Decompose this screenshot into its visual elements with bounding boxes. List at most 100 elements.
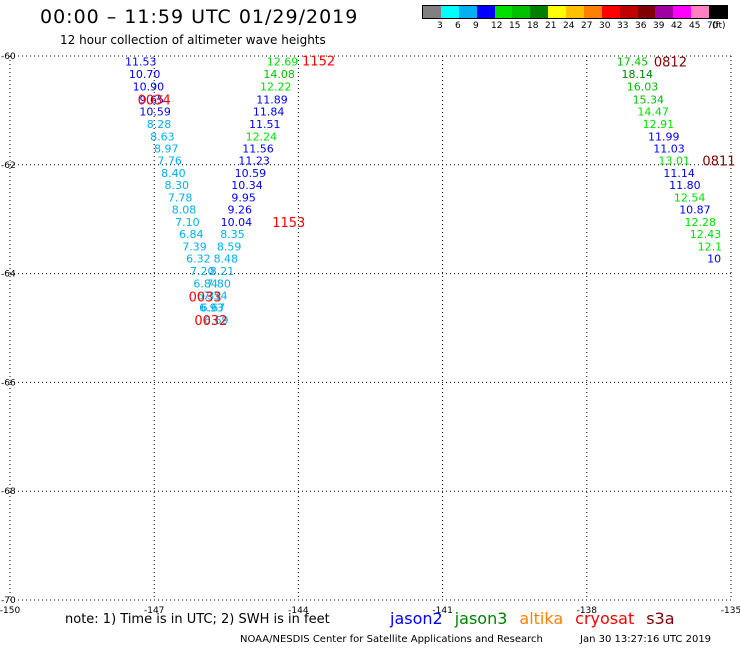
x-tick-label: -147 <box>144 606 164 616</box>
swh-data-label: 8.40 <box>161 167 186 180</box>
swh-data-label: 11.14 <box>663 167 695 180</box>
colorbar-tick-label: 18 <box>527 21 539 31</box>
x-tick-label: -144 <box>288 606 309 616</box>
swh-data-label: 10.87 <box>679 203 711 216</box>
swh-data-label: 12.22 <box>260 80 292 93</box>
colorbar-swatch <box>655 6 674 18</box>
swh-data-label: 10 <box>707 252 721 265</box>
swh-data-label: 10.90 <box>133 80 165 93</box>
swh-data-label: 7.10 <box>175 216 200 229</box>
pass-time-label: 0032 <box>194 314 227 329</box>
swh-data-label: 11.99 <box>648 131 680 144</box>
colorbar-unit: (ft) <box>712 21 726 31</box>
x-tick-label: -141 <box>432 606 452 616</box>
swh-data-label: 8.21 <box>210 265 235 278</box>
pass-time-label: 1152 <box>302 54 335 69</box>
footer-credit: NOAA/NESDIS Center for Satellite Applica… <box>240 634 543 645</box>
colorbar-swatch <box>601 6 620 18</box>
colorbar-tick-label: 30 <box>599 21 611 31</box>
swh-data-label: 7.80 <box>206 277 231 290</box>
swh-data-label: 6.67 <box>201 301 226 314</box>
swh-data-label: 7.54 <box>203 289 228 302</box>
swh-data-label: 11.03 <box>653 142 685 155</box>
colorbar-tick-label: 39 <box>653 21 665 31</box>
y-tick-label: -68 <box>1 487 16 497</box>
swh-data-label: 9.26 <box>228 203 253 216</box>
swh-data-label: 12.24 <box>246 131 278 144</box>
chart-subtitle: 12 hour collection of altimeter wave hei… <box>60 33 326 47</box>
swh-data-label: 8.63 <box>150 131 175 144</box>
swh-data-label: 6.32 <box>186 252 211 265</box>
colorbar-swatch <box>476 6 495 18</box>
colorbar-tick-label: 70 <box>707 21 719 31</box>
swh-data-label: 11.89 <box>256 94 288 107</box>
colorbar-swatch <box>619 6 638 18</box>
swh-data-label: 11.56 <box>242 142 274 155</box>
swh-data-label: 6.84 <box>193 277 218 290</box>
swh-data-label: 10.70 <box>129 68 161 81</box>
colorbar-tick-label: 24 <box>563 21 575 31</box>
swh-data-label: 12.1 <box>698 240 723 253</box>
swh-data-label: 7.39 <box>182 240 207 253</box>
pass-time-label: 0811 <box>702 154 735 169</box>
colorbar-tick-label: 45 <box>689 21 701 31</box>
legend-item-altika: altika <box>519 609 564 628</box>
swh-data-label: 8.48 <box>214 252 239 265</box>
colorbar-swatch <box>673 6 692 18</box>
swh-data-label: 7.20 <box>190 265 215 278</box>
swh-data-label: 12.43 <box>690 228 722 241</box>
swh-data-label: 10.34 <box>231 179 263 192</box>
swh-data-label: 7.76 <box>157 154 182 167</box>
swh-data-label: 8.08 <box>172 203 197 216</box>
colorbar-tick-label: 21 <box>545 21 557 31</box>
footer-note: note: 1) Time is in UTC; 2) SWH is in fe… <box>65 612 330 627</box>
swh-colorbar <box>422 5 728 19</box>
swh-data-label: 12.54 <box>674 191 706 204</box>
satellite-legend: jason2 jason3 altika cryosat s3a <box>390 609 675 628</box>
swh-data-label: 18.14 <box>622 68 654 81</box>
swh-data-label: 8.30 <box>165 179 190 192</box>
colorbar-tick-label: 33 <box>617 21 629 31</box>
colorbar-swatch <box>548 6 566 18</box>
swh-data-label: 10.04 <box>221 216 253 229</box>
legend-item-jason3: jason3 <box>454 609 508 628</box>
y-tick-label: -64 <box>1 270 16 280</box>
y-tick-label: -66 <box>1 378 16 388</box>
swh-data-label: 11.51 <box>249 118 281 131</box>
colorbar-tick-label: 36 <box>635 21 647 31</box>
colorbar-tick-label: 27 <box>581 21 593 31</box>
pass-time-label: 0812 <box>654 55 687 70</box>
swh-data-label: 14.47 <box>637 105 669 118</box>
colorbar-swatch <box>423 6 441 18</box>
y-tick-label: -70 <box>1 596 16 606</box>
colorbar-swatch <box>637 6 656 18</box>
swh-data-label: 8.35 <box>220 228 245 241</box>
swh-data-label: 11.53 <box>125 55 157 68</box>
pass-time-label: 1153 <box>272 216 305 231</box>
x-tick-label: -138 <box>577 606 598 616</box>
legend-item-s3a: s3a <box>646 609 675 628</box>
swh-data-label: 6.93 <box>199 301 224 314</box>
swh-data-label: 9.65 <box>140 94 165 107</box>
colorbar-swatch <box>440 6 459 18</box>
swh-data-label: 9.95 <box>231 191 256 204</box>
x-tick-label: -150 <box>0 606 20 616</box>
swh-data-label: 8.97 <box>154 142 179 155</box>
colorbar-swatch <box>458 6 477 18</box>
swh-data-label: 11.80 <box>669 179 701 192</box>
colorbar-tick-label: 42 <box>671 21 683 31</box>
colorbar-tick-label: 6 <box>455 21 461 31</box>
colorbar-swatch <box>583 6 602 18</box>
colorbar-swatch <box>494 6 513 18</box>
colorbar-tick-label: 9 <box>473 21 479 31</box>
swh-data-label: 8.59 <box>217 240 242 253</box>
swh-data-label: 7.78 <box>168 191 193 204</box>
colorbar-tick-label: 12 <box>491 21 503 31</box>
swh-data-label: 12.69 <box>267 55 299 68</box>
swh-data-label: 10.59 <box>235 167 267 180</box>
swh-data-label: 11.84 <box>253 105 285 118</box>
swh-data-label: 15.34 <box>633 94 665 107</box>
swh-data-label: 13.01 <box>659 154 691 167</box>
x-tick-label: -135 <box>721 606 740 616</box>
